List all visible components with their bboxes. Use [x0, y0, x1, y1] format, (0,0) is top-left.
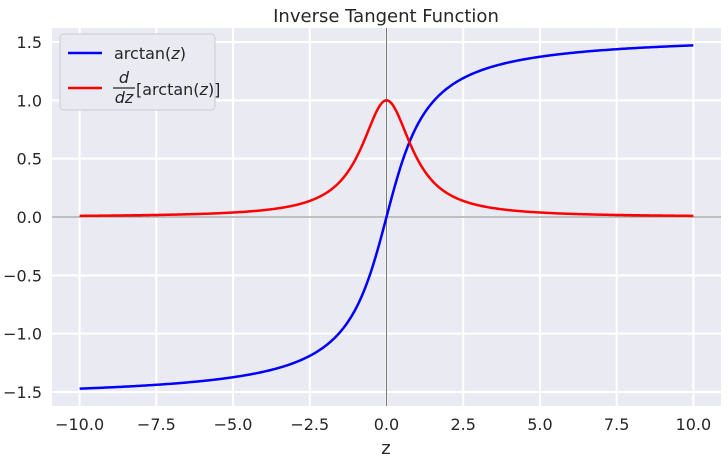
- series-line-derivative: [79, 99, 694, 218]
- x-tick-label: 10.0: [676, 415, 712, 434]
- x-tick-label: 5.0: [527, 415, 552, 434]
- series-group: [79, 44, 694, 390]
- y-tick-label: −0.5: [3, 266, 42, 285]
- x-axis-label: z: [381, 438, 390, 459]
- x-tick-label: −7.5: [137, 415, 176, 434]
- legend-arctan-var: z: [170, 44, 180, 63]
- legend-label-arctan: arctan(z): [114, 44, 186, 63]
- legend-derivative-den: dz: [115, 88, 134, 107]
- legend-derivative-prefix: [arctan(: [136, 80, 200, 99]
- legend-derivative-num: d: [119, 68, 130, 87]
- x-tick-label: 0.0: [374, 415, 399, 434]
- y-tick-label: 1.0: [17, 91, 42, 110]
- chart-title: Inverse Tangent Function: [273, 6, 499, 27]
- y-tick-labels: −1.5 −1.0 −0.5 0.0 0.5 1.0 1.5: [3, 33, 42, 402]
- x-tick-label: 7.5: [604, 415, 629, 434]
- legend-label-derivative: [arctan(z)]: [136, 80, 220, 99]
- legend-derivative-var: z: [199, 80, 209, 99]
- y-tick-label: −1.0: [3, 325, 42, 344]
- y-tick-label: 0.0: [17, 208, 42, 227]
- y-tick-label: −1.5: [3, 383, 42, 402]
- x-tick-label: 2.5: [450, 415, 475, 434]
- y-tick-label: 1.5: [17, 33, 42, 52]
- legend-arctan-prefix: arctan(: [114, 44, 171, 63]
- legend-arctan-suffix: ): [180, 44, 186, 63]
- x-tick-label: −2.5: [290, 415, 329, 434]
- x-tick-labels: −10.0 −7.5 −5.0 −2.5 0.0 2.5 5.0 7.5 10.0: [55, 415, 711, 434]
- x-tick-label: −10.0: [55, 415, 104, 434]
- series-line-arctan: [79, 44, 694, 390]
- legend: arctan(z) d dz [arctan(z)]: [59, 33, 220, 111]
- legend-derivative-suffix: )]: [208, 80, 220, 99]
- x-tick-label: −5.0: [214, 415, 253, 434]
- y-tick-label: 0.5: [17, 150, 42, 169]
